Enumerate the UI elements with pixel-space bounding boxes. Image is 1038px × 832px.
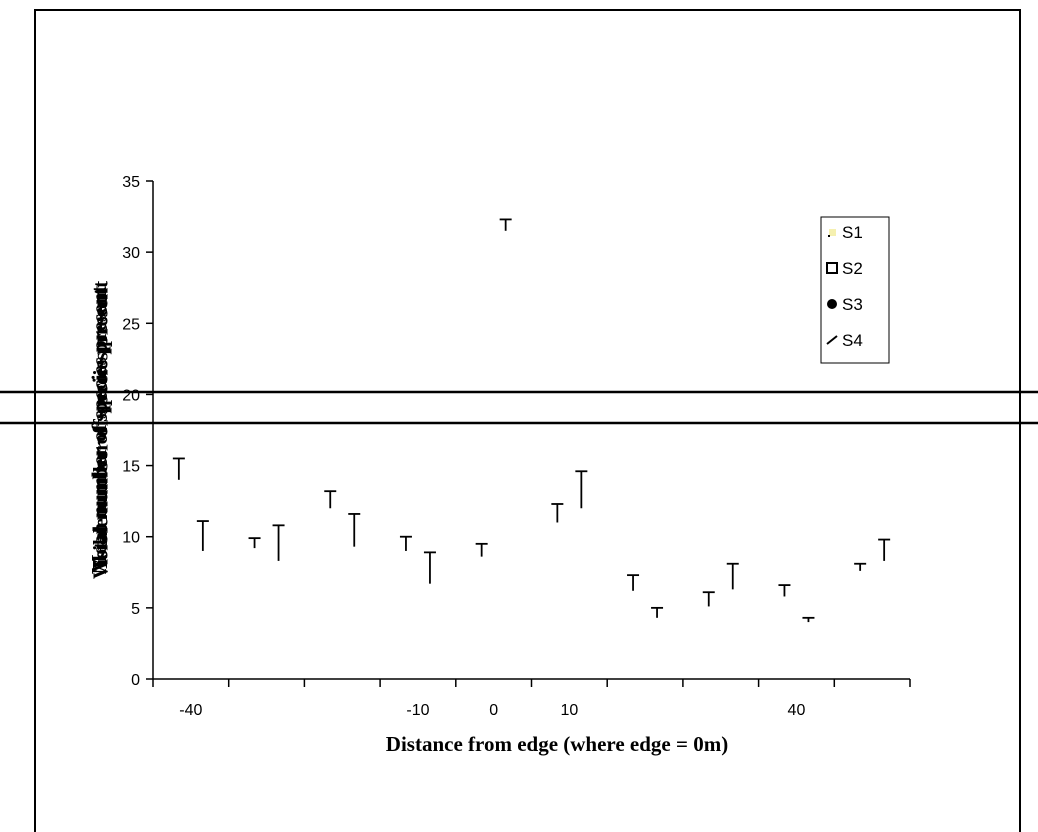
- data-point-s1: [475, 542, 488, 557]
- x-tick-label: 10: [560, 702, 578, 719]
- data-point-s4: [726, 562, 739, 590]
- y-tick-label: 15: [122, 459, 140, 476]
- data-point-s4: [272, 524, 285, 561]
- data-point-s2: [651, 606, 664, 618]
- chart-frame: [34, 9, 1021, 832]
- legend-label: S4: [842, 331, 863, 350]
- y-tick-label: 35: [122, 174, 140, 191]
- data-point-s2: [196, 520, 209, 551]
- legend-item-s3: S3: [827, 295, 863, 314]
- data-point-s2: [499, 218, 512, 231]
- x-tick-label: 0: [489, 702, 498, 719]
- legend-entries: S1 S2 S3 S4: [826, 223, 863, 350]
- legend-marker-square-icon: [826, 262, 838, 274]
- legend-item-s2: S2: [826, 259, 863, 278]
- data-point-s1: [324, 490, 337, 509]
- data-point-s1: [778, 584, 791, 597]
- data-point-s4: [575, 470, 588, 509]
- y-axis: 0 5 10 15 20 25 30 35: [122, 174, 154, 689]
- legend-item-s1: S1: [828, 223, 863, 242]
- x-axis: -40 -10 0 10 40: [152, 678, 911, 719]
- data-point-s1: [172, 457, 185, 480]
- data-point-s4: [878, 538, 891, 561]
- data-point-s3: [551, 503, 564, 523]
- legend-marker-dot-icon: [828, 235, 830, 237]
- data-points: [172, 218, 891, 623]
- legend-label: S1: [842, 223, 863, 242]
- y-tick-label: 10: [122, 530, 140, 547]
- legend: S1 S2 S3 S4: [820, 216, 890, 364]
- legend-item-s4: S4: [826, 331, 863, 350]
- x-axis-title: Distance from edge (where edge = 0m): [386, 732, 728, 756]
- y-tick-label: 5: [131, 601, 140, 618]
- legend-marker-dash-icon: [826, 335, 838, 345]
- data-point-s3: [854, 562, 867, 571]
- x-tick-label: -10: [406, 702, 429, 719]
- y-axis-title: Mean number of species present: [87, 286, 111, 575]
- y-tick-label: 0: [131, 672, 140, 689]
- x-tick-label: 40: [788, 702, 806, 719]
- x-tick-label: -40: [179, 702, 202, 719]
- data-point-s4: [423, 551, 436, 584]
- data-point-s2: [348, 513, 361, 547]
- legend-marker-dot-icon: [829, 229, 836, 236]
- y-axis-title: Total number of species present: [88, 288, 112, 571]
- data-point-s2: [802, 616, 815, 623]
- data-point-s3: [248, 537, 261, 549]
- y-tick-label: 30: [122, 245, 140, 262]
- legend-label: S3: [842, 295, 863, 314]
- y-tick-label: 25: [122, 316, 140, 333]
- data-point-s1: [627, 574, 640, 591]
- data-point-s3: [702, 591, 715, 607]
- legend-marker-circle-icon: [827, 299, 837, 309]
- data-point-s3: [399, 535, 412, 551]
- y-axis-title: Visible number of species present: [89, 281, 113, 579]
- y-tick-label: 20: [122, 387, 140, 404]
- legend-label: S2: [842, 259, 863, 278]
